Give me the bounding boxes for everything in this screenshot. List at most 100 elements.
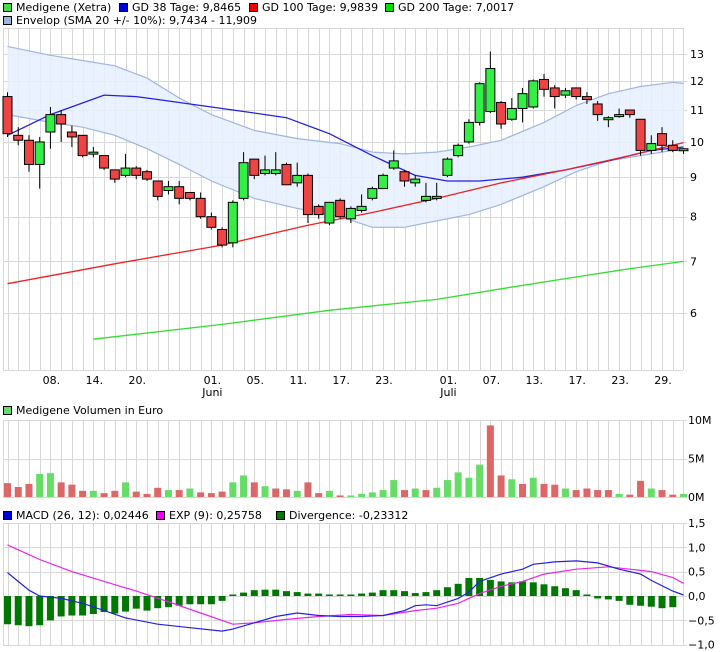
candle-body: [45, 114, 56, 133]
candle-body: [174, 186, 185, 199]
volume-bar: [304, 482, 312, 497]
date-label: 29.: [654, 374, 672, 387]
candle-body: [184, 191, 195, 199]
candle-body: [249, 158, 260, 176]
candle: [56, 110, 67, 142]
divergence-bar: [358, 593, 366, 596]
candle-body: [581, 96, 592, 101]
candle-body: [431, 195, 442, 199]
date-label: 17.: [568, 374, 586, 387]
volume-axis-label: 10M: [688, 414, 712, 427]
divergence-bar: [154, 596, 162, 609]
volume-bar: [454, 472, 462, 497]
candle-body: [131, 167, 142, 176]
legend-label: Medigene (Xetra): [16, 1, 112, 14]
candle: [335, 198, 346, 219]
candle: [292, 162, 303, 187]
volume-bar: [240, 475, 248, 497]
legend-label: Medigene Volumen in Euro: [16, 404, 164, 417]
candle-body: [506, 107, 517, 120]
candle: [174, 180, 185, 205]
candle: [592, 100, 603, 121]
divergence-bar: [218, 596, 226, 601]
candle: [141, 169, 152, 181]
candle-body: [56, 114, 67, 125]
legend-label: GD 38 Tage: 9,8465: [132, 1, 242, 14]
candle-body: [485, 68, 496, 113]
volume-bar: [336, 495, 344, 497]
swatch-icon: [3, 3, 12, 12]
macd-axis-label: 0,0: [688, 590, 706, 603]
volume-bar: [486, 425, 494, 497]
divergence-bar: [401, 591, 409, 596]
price-axis-label: 8: [690, 211, 697, 224]
price-axis-label: 13: [690, 48, 704, 61]
candle: [657, 127, 668, 153]
legend-price-gd200: GD 200 Tage: 7,0017: [385, 1, 514, 14]
candle: [77, 134, 88, 158]
candle: [99, 155, 110, 170]
volume-bar: [122, 482, 130, 497]
candle: [367, 186, 378, 201]
legend-label: Divergence: -0,23312: [289, 509, 409, 522]
candle: [603, 116, 614, 128]
price-axis-label: 12: [690, 75, 704, 88]
volume-bar: [358, 493, 366, 497]
volume-bar: [325, 490, 333, 497]
legend-label: Envelop (SMA 20 +/- 10%): 9,7434 - 11,90…: [16, 14, 258, 27]
candle-body: [2, 96, 13, 135]
volume-bar: [282, 489, 290, 497]
divergence-bar: [583, 594, 591, 596]
volume-bar: [4, 483, 11, 497]
candle: [324, 201, 335, 226]
candle-body: [13, 134, 24, 141]
macd-panel: [3, 523, 687, 646]
candle-body: [345, 207, 356, 220]
candle: [13, 127, 24, 146]
candle: [163, 180, 174, 195]
volume-bar: [508, 479, 516, 497]
candle: [109, 169, 120, 183]
candle: [34, 136, 45, 189]
candle-body: [313, 205, 324, 216]
date-label: 01.: [440, 374, 458, 387]
candle-body: [77, 134, 88, 157]
legend-macd: MACD (26, 12): 0,02446: [3, 509, 149, 522]
volume-bar: [368, 492, 376, 497]
divergence-bar: [497, 581, 505, 596]
candle-body: [420, 195, 431, 201]
candle: [453, 143, 464, 158]
candle-body: [646, 143, 657, 151]
candle-body: [292, 174, 303, 184]
volume-bar: [100, 493, 108, 497]
candle: [238, 152, 249, 201]
volume-bar: [132, 491, 140, 497]
date-label: 01.: [204, 374, 222, 387]
candle-body: [281, 163, 292, 186]
divergence-bar: [4, 596, 11, 625]
volume-bar: [175, 490, 183, 497]
divergence-bar: [551, 586, 559, 596]
candle: [378, 173, 389, 190]
divergence-bar: [669, 596, 677, 608]
volume-bar: [540, 483, 548, 497]
volume-bar: [647, 488, 655, 497]
candle-body: [163, 186, 174, 192]
candle-body: [217, 228, 228, 246]
divergence-bar: [282, 591, 290, 596]
volume-bar: [658, 490, 666, 497]
candle: [528, 79, 539, 109]
candle: [549, 85, 560, 109]
divergence-bar: [572, 590, 580, 596]
divergence-bar: [315, 593, 323, 596]
date-label: 23.: [375, 374, 393, 387]
swatch-icon: [119, 3, 128, 12]
divergence-bar: [379, 590, 387, 596]
candle: [517, 87, 528, 123]
volume-bar: [89, 490, 97, 497]
candle-body: [678, 148, 689, 152]
divergence-bar: [476, 577, 484, 596]
divergence-bar: [519, 581, 527, 596]
swatch-icon: [3, 511, 12, 520]
